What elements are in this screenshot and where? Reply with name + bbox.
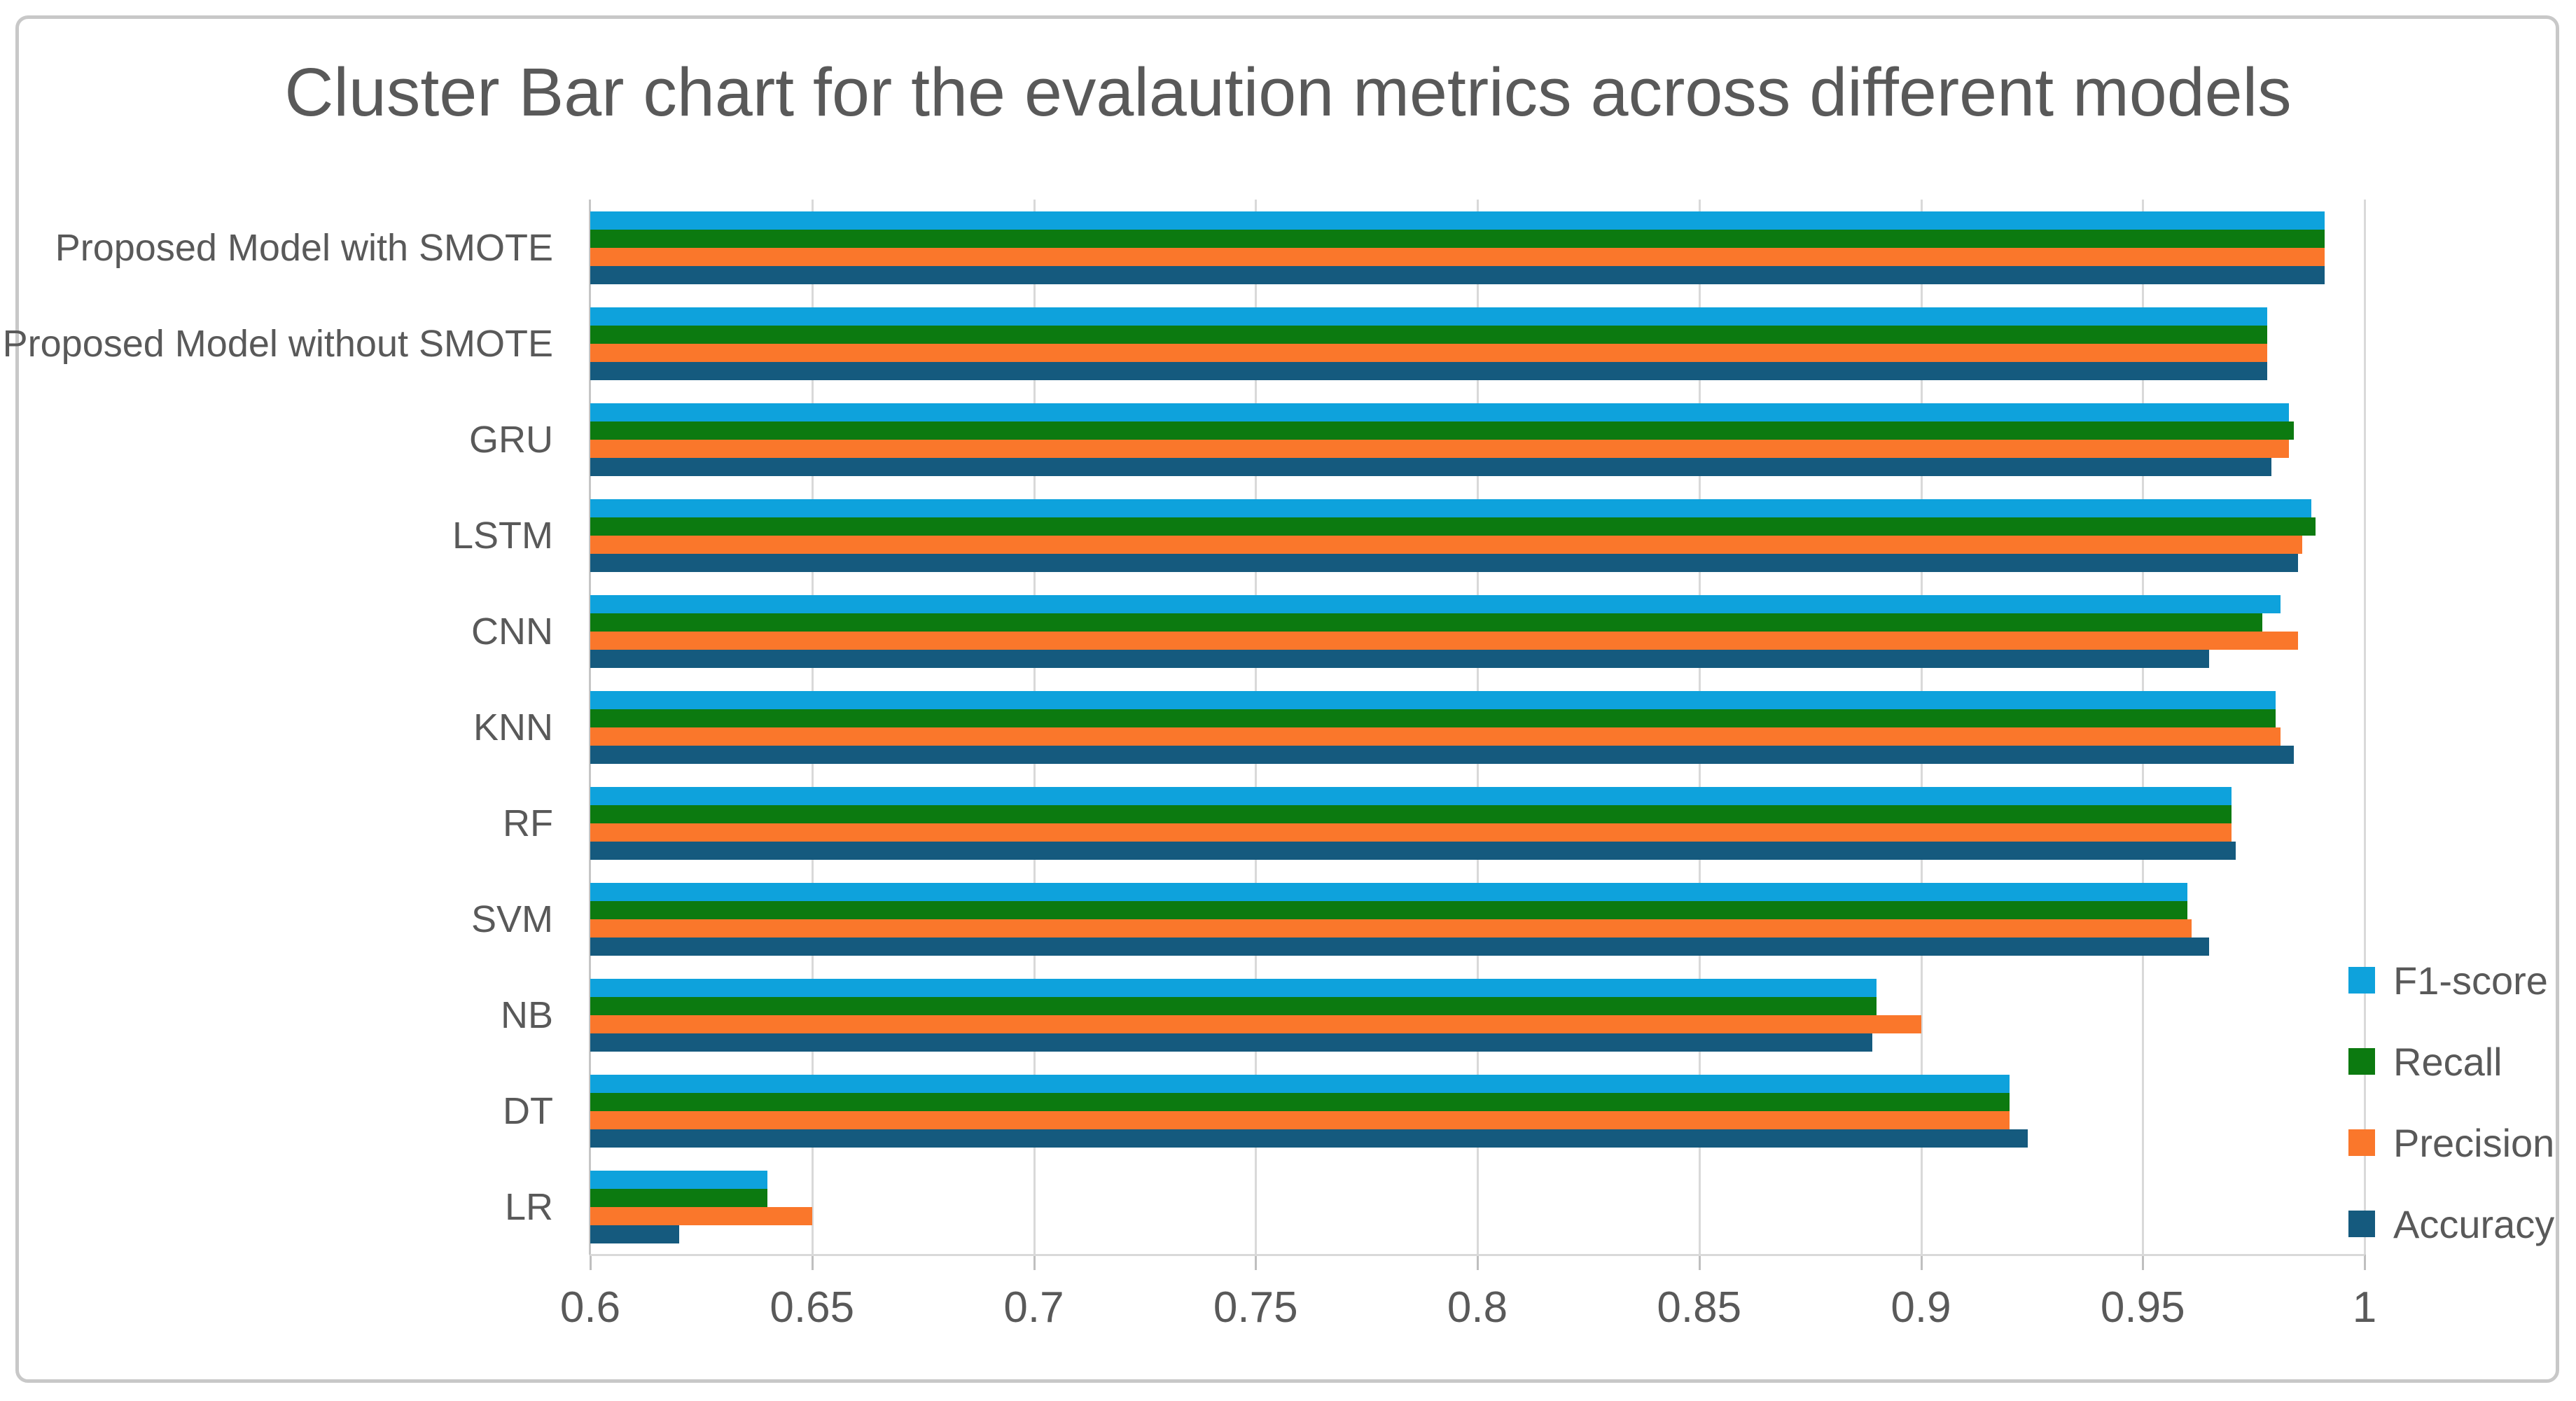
tick-mark-0.8 — [1477, 1255, 1479, 1270]
bar-f1-score-cnn — [590, 594, 2281, 613]
plot-area — [589, 200, 2366, 1270]
bar-precision-cnn — [590, 631, 2298, 650]
bar-accuracy-proposed-model-without-smote — [590, 361, 2267, 380]
bar-f1-score-svm — [590, 882, 2187, 901]
bar-accuracy-proposed-model-with-smote — [590, 265, 2325, 284]
tick-mark-1 — [2364, 1255, 2366, 1270]
tick-mark-0.95 — [2142, 1255, 2145, 1270]
tick-mark-0.65 — [811, 1255, 814, 1270]
bar-precision-lr — [590, 1206, 812, 1225]
category-label-lr: LR — [504, 1185, 553, 1228]
legend-label-accuracy: Accuracy — [2393, 1201, 2555, 1246]
bar-recall-dt — [590, 1092, 2010, 1111]
bar-recall-lstm — [590, 517, 2316, 536]
bar-f1-score-rf — [590, 786, 2232, 805]
bar-accuracy-dt — [590, 1129, 2028, 1148]
x-tick-label-0.85: 0.85 — [1657, 1283, 1742, 1332]
bar-accuracy-svm — [590, 937, 2210, 956]
x-tick-label-0.7: 0.7 — [1003, 1283, 1064, 1332]
category-label-svm: SVM — [471, 898, 553, 940]
bar-f1-score-nb — [590, 978, 1877, 997]
bar-recall-lr — [590, 1188, 768, 1207]
bar-recall-proposed-model-with-smote — [590, 229, 2325, 248]
x-tick-label-1: 1 — [2352, 1283, 2377, 1332]
legend-item-f1-score: F1-score — [2348, 958, 2554, 1003]
bar-accuracy-rf — [590, 841, 2236, 860]
category-label-proposed-model-without-smote: Proposed Model without SMOTE — [2, 322, 553, 365]
x-tick-label-0.65: 0.65 — [770, 1283, 855, 1332]
legend-swatch-f1-score — [2348, 967, 2375, 994]
x-tick-label-0.95: 0.95 — [2100, 1283, 2185, 1332]
tick-mark-0.6 — [590, 1255, 592, 1270]
bar-f1-score-lstm — [590, 499, 2311, 517]
legend-item-precision: Precision — [2348, 1121, 2554, 1165]
gridline-1 — [2364, 200, 2366, 1255]
legend: F1-score Recall Precision Accuracy — [2348, 958, 2554, 1285]
x-tick-label-0.9: 0.9 — [1891, 1283, 1951, 1332]
category-label-lstm: LSTM — [452, 514, 553, 557]
legend-swatch-recall — [2348, 1048, 2375, 1075]
tick-mark-0.9 — [1920, 1255, 1923, 1270]
x-axis-line — [590, 1254, 2365, 1256]
category-label-nb: NB — [500, 994, 553, 1036]
bar-precision-nb — [590, 1015, 1921, 1033]
bar-accuracy-gru — [590, 457, 2271, 476]
tick-mark-0.85 — [1698, 1255, 1701, 1270]
bar-precision-proposed-model-with-smote — [590, 247, 2325, 266]
bar-precision-rf — [590, 823, 2232, 842]
bar-precision-gru — [590, 439, 2290, 458]
tick-mark-0.75 — [1255, 1255, 1258, 1270]
category-label-cnn: CNN — [471, 610, 553, 653]
legend-swatch-precision — [2348, 1129, 2375, 1156]
bar-accuracy-lstm — [590, 553, 2298, 572]
legend-swatch-accuracy — [2348, 1211, 2375, 1237]
bar-precision-proposed-model-without-smote — [590, 343, 2267, 362]
bar-f1-score-dt — [590, 1074, 2010, 1093]
tick-mark-0.7 — [1033, 1255, 1036, 1270]
legend-item-recall: Recall — [2348, 1040, 2554, 1084]
legend-label-f1-score: F1-score — [2393, 958, 2548, 1003]
chart-title: Cluster Bar chart for the evalaution met… — [284, 54, 2292, 130]
category-label-proposed-model-with-smote: Proposed Model with SMOTE — [55, 226, 553, 269]
bar-f1-score-proposed-model-with-smote — [590, 211, 2325, 230]
bar-recall-cnn — [590, 613, 2263, 632]
category-label-knn: KNN — [473, 706, 553, 748]
legend-label-precision: Precision — [2393, 1120, 2555, 1165]
bar-precision-lstm — [590, 535, 2303, 554]
category-label-gru: GRU — [469, 418, 553, 461]
bar-f1-score-gru — [590, 403, 2290, 421]
bar-f1-score-proposed-model-without-smote — [590, 307, 2267, 326]
x-tick-label-0.6: 0.6 — [559, 1283, 621, 1332]
bar-accuracy-cnn — [590, 649, 2210, 668]
bar-recall-svm — [590, 900, 2187, 919]
bar-accuracy-nb — [590, 1033, 1872, 1052]
bar-accuracy-lr — [590, 1225, 679, 1243]
legend-item-accuracy: Accuracy — [2348, 1202, 2554, 1246]
bar-recall-proposed-model-without-smote — [590, 325, 2267, 344]
value-axis-labels: 0.6 0.65 0.7 0.75 0.8 0.85 0.9 0.95 1 — [0, 1283, 2576, 1346]
bar-accuracy-knn — [590, 745, 2294, 764]
bar-precision-dt — [590, 1110, 2010, 1129]
legend-label-recall: Recall — [2393, 1039, 2502, 1084]
category-label-dt: DT — [503, 1089, 553, 1132]
bar-precision-svm — [590, 919, 2192, 938]
bar-recall-gru — [590, 421, 2294, 440]
bar-recall-rf — [590, 804, 2232, 823]
bar-precision-knn — [590, 727, 2281, 746]
category-axis-labels: Proposed Model with SMOTE Proposed Model … — [0, 200, 553, 1255]
category-label-rf: RF — [503, 802, 553, 844]
x-tick-label-0.75: 0.75 — [1213, 1283, 1298, 1332]
bar-f1-score-lr — [590, 1170, 768, 1189]
bar-f1-score-knn — [590, 690, 2276, 709]
bar-recall-knn — [590, 709, 2276, 727]
y-axis-line — [589, 200, 591, 1255]
x-tick-label-0.8: 0.8 — [1447, 1283, 1508, 1332]
bar-recall-nb — [590, 996, 1877, 1015]
